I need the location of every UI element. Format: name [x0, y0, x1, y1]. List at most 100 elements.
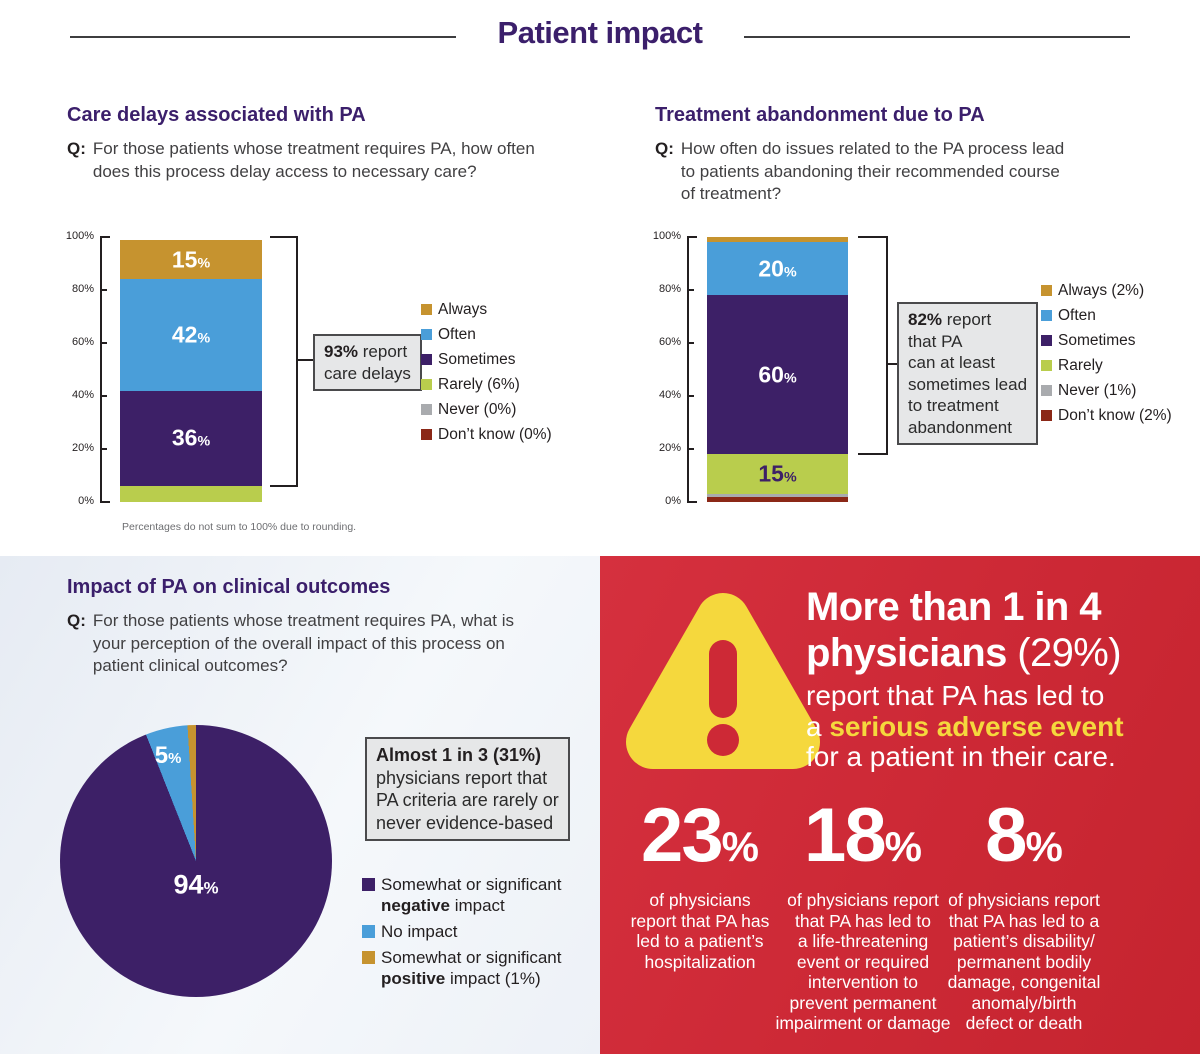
question-line: patient clinical outcomes?	[92, 656, 288, 675]
question-line: does this process delay access to necess…	[92, 161, 477, 181]
axis-tick	[100, 501, 110, 503]
bar-segment-label: 60%	[758, 361, 797, 388]
question-text: For those patients whose treatment requi…	[93, 138, 535, 183]
axis-tick	[687, 448, 694, 450]
alert-subline-1: report that PA has led to	[806, 680, 1105, 711]
callout-line: 93% report	[324, 342, 408, 361]
bar-segment-always	[707, 237, 848, 243]
pie-chart-clinical-outcomes: 5% 94%	[60, 725, 332, 997]
bar-segment-label: 15%	[758, 460, 797, 487]
callout-line: can at least	[908, 353, 995, 372]
bracket-vertical	[886, 236, 888, 456]
legend-bold-text: negative	[381, 896, 450, 915]
callout-treatment-abandonment: 82% report that PA can at least sometimes l…	[897, 302, 1039, 445]
axis-tick-label: 40%	[658, 389, 681, 401]
legend-swatch	[421, 429, 432, 440]
legend-label: Often	[438, 326, 476, 343]
bar-segment-label: 15%	[171, 246, 211, 273]
percent-sign: %	[1025, 823, 1063, 870]
question-prefix: Q:	[67, 611, 86, 630]
chart-care-delays: 0% 20% 40% 60% 80% 100% 36% 42% 15%	[66, 230, 315, 507]
axis-tick-label: 80%	[658, 283, 681, 295]
axis-tick	[100, 395, 107, 397]
legend-swatch	[421, 304, 432, 315]
alert-headline: More than 1 in 4 physicians (29%) report…	[806, 584, 1124, 773]
axis-tick-label: 60%	[71, 336, 94, 348]
percent-sign: %	[197, 433, 211, 450]
bar-segment-don-t-know	[707, 496, 848, 502]
legend-item: Always (2%)	[1041, 282, 1172, 300]
callout-line: PA criteria are rarely or	[376, 790, 559, 810]
stat-line: damage, congenital	[947, 972, 1101, 992]
callout-line: Almost 1 in 3 (31%)	[376, 744, 559, 767]
axis-tick	[687, 236, 697, 238]
stat-line: anomaly/birth	[971, 992, 1077, 1013]
percent-sign: %	[783, 264, 797, 281]
alert-subline-2: a serious adverse event	[806, 710, 1124, 742]
axis-tick-label: 100%	[652, 230, 681, 242]
stat-description: of physicians report that PA has led to a…	[934, 890, 1114, 1034]
stat-line: led to a patient’s	[636, 931, 764, 951]
legend-label: Always	[438, 301, 488, 318]
callout-line: physicians report that	[376, 767, 548, 788]
heading-clinical-outcomes: Impact of PA on clinical outcomes	[67, 576, 391, 598]
stat-life-threatening: 18% of physicians report that PA has led t…	[768, 793, 958, 1034]
legend-label: No impact	[381, 921, 458, 942]
callout-evidence-based: Almost 1 in 3 (31%) physicians report tha…	[365, 737, 570, 841]
question-treatment-abandonment: Q: How often do issues related to the PA…	[655, 138, 1064, 206]
stat-value: 18%	[804, 793, 922, 878]
axis-tick-label: 20%	[658, 442, 681, 454]
bracket-top	[270, 236, 298, 238]
axis-tick-label: 80%	[71, 283, 94, 295]
legend-item: Never (1%)	[1041, 382, 1172, 400]
stat-line: report that PA has	[630, 910, 770, 931]
bracket-bottom	[270, 485, 298, 488]
callout-line: sometimes lead	[908, 374, 1028, 394]
legend-line: negative impact	[381, 895, 561, 916]
legend-swatch	[421, 379, 432, 390]
callout-bold-text: Almost 1 in 3 (31%)	[376, 745, 542, 765]
stat-hospitalization: 23% of physicians report that PA has led to…	[610, 793, 790, 972]
question-prefix: Q:	[655, 139, 674, 158]
stat-line: permanent bodily	[956, 951, 1092, 972]
callout-bold-text: 82%	[908, 310, 943, 329]
stat-line: hospitalization	[644, 951, 756, 972]
legend-item: Somewhat or significant positive impact (…	[362, 947, 561, 989]
axis-tick	[687, 501, 697, 503]
title-rule-left	[70, 36, 456, 38]
question-line: For those patients whose treatment requi…	[92, 139, 535, 158]
stat-line: defect or death	[965, 1013, 1083, 1033]
axis-tick	[100, 342, 107, 344]
bracket-connector	[886, 363, 899, 365]
stat-value: 23%	[641, 793, 759, 878]
legend-swatch	[1041, 335, 1052, 346]
percent-sign: %	[203, 878, 219, 898]
axis-tick-label: 0%	[665, 495, 681, 507]
question-line: of treatment?	[680, 184, 782, 203]
question-care-delays: Q: For those patients whose treatment re…	[67, 138, 535, 183]
bracket-bottom	[858, 453, 888, 456]
legend-label: Sometimes	[1058, 332, 1136, 349]
legend-item: Rarely (6%)	[421, 376, 552, 394]
legend-text-part: impact (1%)	[445, 969, 541, 988]
stat-line: a life-threatening	[797, 931, 929, 951]
bar-segment-often	[707, 242, 848, 296]
note-rounding: Percentages do not sum to 100% due to ro…	[122, 521, 357, 533]
legend-item: Somewhat or significant negative impact	[362, 874, 561, 916]
bar-segment-label: 20%	[758, 255, 797, 282]
callout-line: care delays	[324, 363, 411, 383]
bar-segment-label: 42%	[171, 321, 211, 348]
legend-label: Don’t know (0%)	[438, 426, 552, 443]
legend-care-delays: Always Often Sometimes Rarely (6%) Never (0%…	[421, 301, 552, 451]
legend-swatch	[421, 354, 432, 365]
legend-label: Don’t know (2%)	[1058, 407, 1172, 424]
question-line: your perception of the overall impact of…	[92, 633, 505, 653]
callout-line: 82% report	[908, 310, 992, 329]
legend-label: Always (2%)	[1058, 282, 1145, 299]
alert-subline-3: for a patient in their care.	[806, 741, 1116, 772]
legend-swatch	[421, 404, 432, 415]
legend-item: Often	[1041, 307, 1172, 325]
legend-line: No impact	[381, 921, 458, 942]
bar-segment-sometimes	[120, 390, 262, 487]
legend-line: Somewhat or significant	[381, 947, 561, 968]
